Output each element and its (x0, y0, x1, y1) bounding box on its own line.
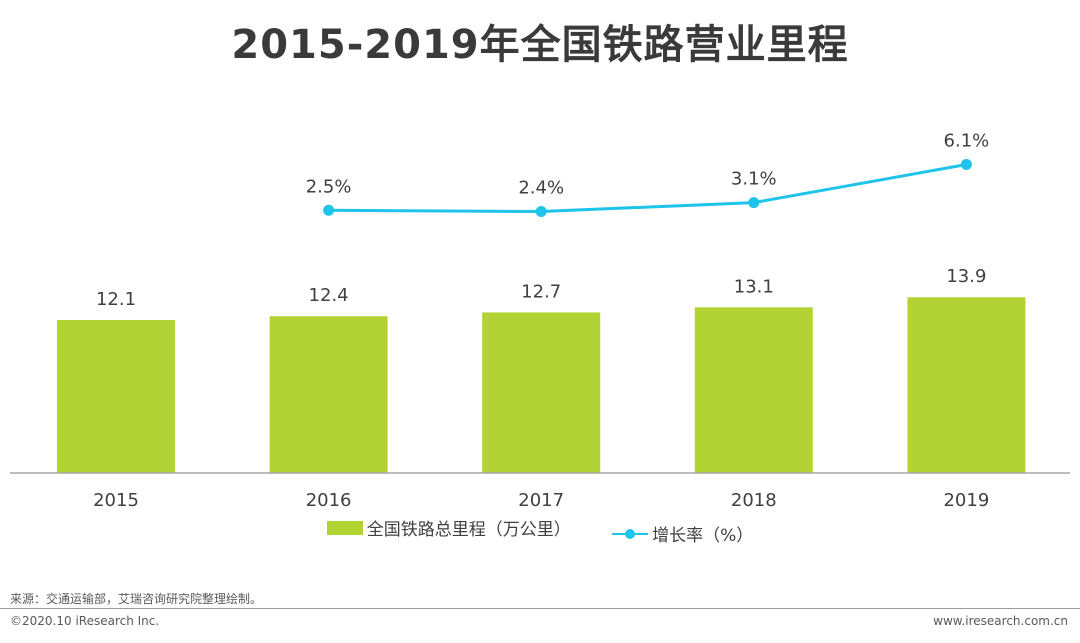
footer-divider (0, 608, 1080, 609)
bar-label-2019: 13.9 (946, 266, 986, 287)
line-label-2016: 2.5% (306, 176, 352, 197)
bar-2017 (482, 312, 601, 473)
source-note: 来源：交通运输部，艾瑞咨询研究院整理绘制。 (10, 592, 263, 606)
x-tick-2015: 2015 (93, 490, 139, 511)
x-tick-2019: 2019 (943, 490, 989, 511)
chart-plot: 12.1 2015 12.4 2016 2.5% 12.7 2017 2.4% 13.1 2018… (10, 131, 1070, 511)
line-label-2017: 2.4% (518, 178, 564, 199)
legend-swatch-bar (326, 520, 363, 535)
bar-label-2018: 13.1 (734, 276, 774, 297)
bar-2015 (57, 320, 175, 473)
bar-2016 (269, 316, 388, 473)
line-point-2017 (535, 206, 547, 218)
line-label-2018: 3.1% (731, 169, 777, 190)
bar-label-2017: 12.7 (521, 281, 561, 302)
line-label-2019: 6.1% (944, 131, 990, 152)
x-tick-2017: 2017 (518, 490, 564, 511)
legend-label-growth: 增长率（%） (652, 526, 754, 546)
line-point-2016 (323, 204, 335, 216)
copyright: ©2020.10 iResearch Inc. (10, 614, 160, 628)
line-point-2018 (748, 197, 760, 209)
legend-label-mileage: 全国铁路总里程（万公里） (366, 520, 571, 540)
chart-title: 2015-2019年全国铁路营业里程 (231, 22, 849, 68)
bar-2019 (907, 297, 1026, 473)
legend: 全国铁路总里程（万公里） 增长率（%） (0, 515, 1080, 546)
x-tick-2018: 2018 (731, 490, 777, 511)
bar-label-2015: 12.1 (96, 289, 136, 310)
legend-item-growth: 增长率（%） (612, 521, 753, 546)
website-link[interactable]: www.iresearch.com.cn (933, 614, 1068, 628)
legend-swatch-line (612, 528, 649, 539)
x-tick-2016: 2016 (306, 490, 352, 511)
line-point-2019 (960, 159, 972, 171)
bar-label-2016: 12.4 (309, 285, 349, 306)
legend-item-mileage: 全国铁路总里程（万公里） (326, 515, 571, 540)
growth-line (328, 163, 967, 214)
bar-2018 (694, 307, 813, 473)
